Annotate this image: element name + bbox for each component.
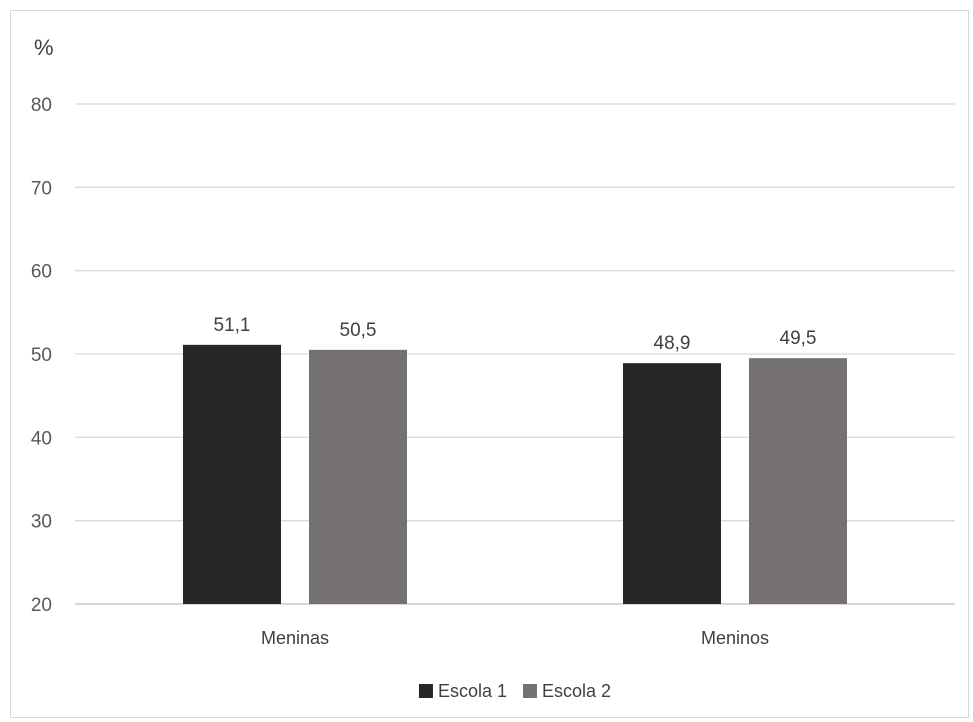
y-tick-label-30: 30 — [31, 512, 52, 533]
legend-item-series-1: Escola 1 — [418, 681, 507, 701]
data-label-meninas-series-1: 51,1 — [214, 315, 251, 336]
category-label-meninos: Meninos — [701, 628, 769, 648]
legend-label-series-1: Escola 1 — [438, 681, 507, 701]
y-tick-label-20: 20 — [31, 595, 52, 616]
y-tick-labels: 20 30 40 50 60 70 80 — [31, 95, 52, 616]
y-tick-label-60: 60 — [31, 262, 52, 283]
legend-swatch-series-2 — [523, 684, 537, 698]
bars — [183, 344, 847, 604]
bar-meninos-series-1 — [623, 363, 721, 604]
data-label-meninos-series-1: 48,9 — [654, 333, 691, 354]
bar-meninos-series-2 — [749, 358, 847, 604]
y-tick-label-70: 70 — [31, 178, 52, 199]
y-tick-label-40: 40 — [31, 428, 52, 449]
data-label-meninos-series-2: 49,5 — [780, 328, 817, 349]
category-label-meninas: Meninas — [261, 628, 329, 648]
legend: Escola 1 Escola 2 — [418, 681, 611, 701]
legend-swatch-series-1 — [418, 684, 433, 698]
category-labels: Meninas Meninos — [261, 628, 769, 648]
y-tick-label-80: 80 — [31, 95, 52, 116]
y-tick-label-50: 50 — [31, 345, 52, 366]
data-labels: 51,1 50,5 48,9 49,5 — [214, 315, 817, 354]
bar-meninas-series-2 — [309, 349, 407, 604]
legend-item-series-2: Escola 2 — [523, 681, 611, 701]
data-label-meninas-series-2: 50,5 — [340, 320, 377, 341]
bar-meninas-series-1 — [183, 344, 281, 604]
y-unit-label: % — [34, 35, 54, 60]
legend-label-series-2: Escola 2 — [542, 681, 611, 701]
